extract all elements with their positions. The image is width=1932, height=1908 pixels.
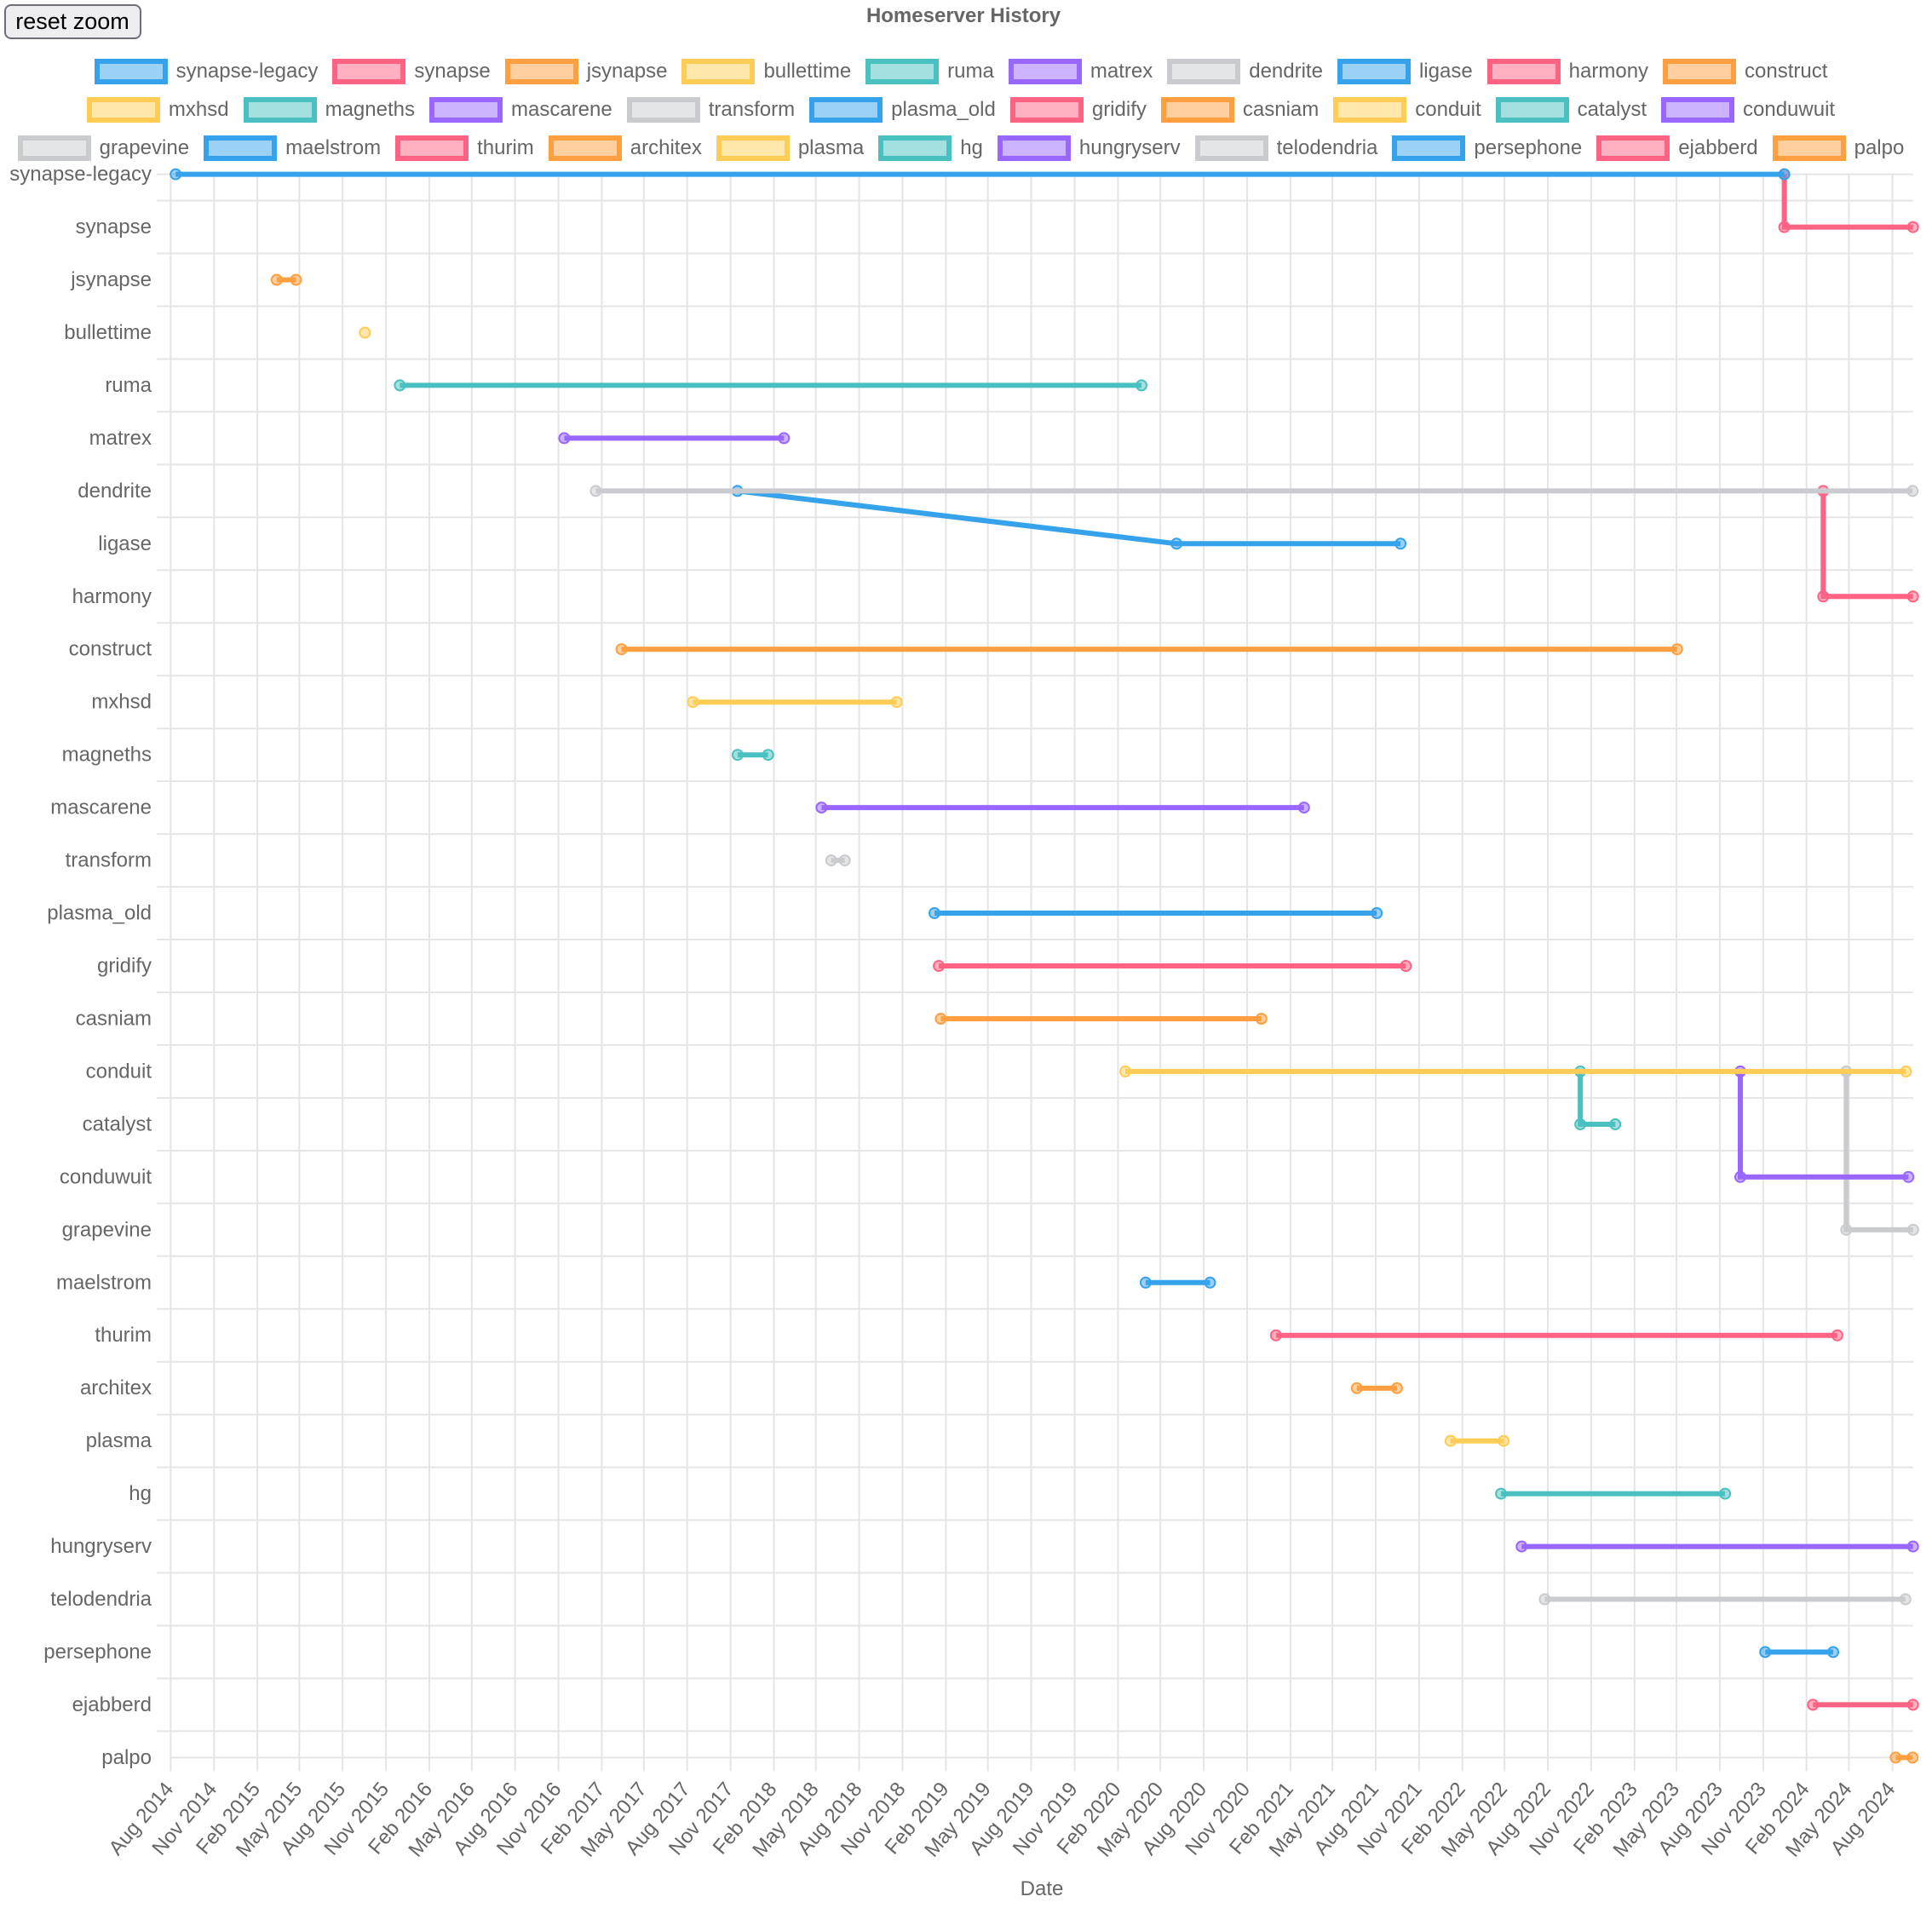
svg-text:matrex: matrex [89, 427, 152, 450]
svg-text:synapse: synapse [76, 216, 152, 238]
svg-text:ejabberd: ejabberd [72, 1693, 152, 1716]
svg-text:plasma_old: plasma_old [47, 902, 152, 925]
svg-text:conduwuit: conduwuit [60, 1165, 152, 1188]
svg-text:dendrite: dendrite [78, 480, 152, 503]
svg-text:construct: construct [69, 638, 152, 661]
svg-text:grapevine: grapevine [62, 1218, 152, 1241]
svg-text:ruma: ruma [105, 374, 152, 397]
svg-text:hg: hg [129, 1482, 152, 1505]
svg-text:gridify: gridify [97, 955, 152, 978]
svg-text:jsynapse: jsynapse [70, 268, 152, 291]
svg-text:synapse-legacy: synapse-legacy [9, 163, 152, 186]
svg-text:harmony: harmony [72, 585, 152, 608]
svg-text:mascarene: mascarene [50, 796, 152, 819]
svg-text:plasma: plasma [86, 1429, 152, 1452]
svg-text:hungryserv: hungryserv [50, 1535, 152, 1558]
svg-text:mxhsd: mxhsd [91, 691, 152, 714]
svg-text:catalyst: catalyst [83, 1112, 152, 1135]
svg-text:maelstrom: maelstrom [56, 1271, 152, 1294]
svg-text:ligase: ligase [98, 532, 152, 555]
svg-text:palpo: palpo [101, 1746, 152, 1769]
svg-text:casniam: casniam [76, 1008, 152, 1031]
svg-text:magneths: magneths [62, 744, 152, 767]
svg-text:persephone: persephone [43, 1641, 152, 1664]
svg-text:Date: Date [1021, 1877, 1064, 1900]
svg-text:bullettime: bullettime [64, 321, 152, 344]
svg-text:telodendria: telodendria [50, 1588, 152, 1611]
svg-text:thurim: thurim [95, 1324, 152, 1347]
svg-text:conduit: conduit [86, 1060, 152, 1083]
svg-text:transform: transform [66, 849, 152, 872]
svg-text:architex: architex [80, 1376, 152, 1399]
